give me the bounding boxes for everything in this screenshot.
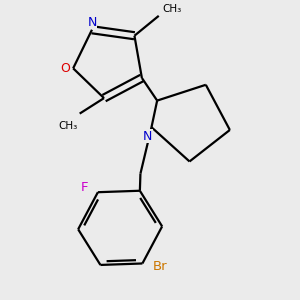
Text: Br: Br	[153, 260, 167, 273]
Text: N: N	[142, 130, 152, 142]
Text: O: O	[61, 62, 70, 75]
Text: CH₃: CH₃	[58, 121, 77, 131]
Text: CH₃: CH₃	[162, 4, 181, 14]
Text: N: N	[87, 16, 97, 28]
Text: F: F	[81, 181, 88, 194]
